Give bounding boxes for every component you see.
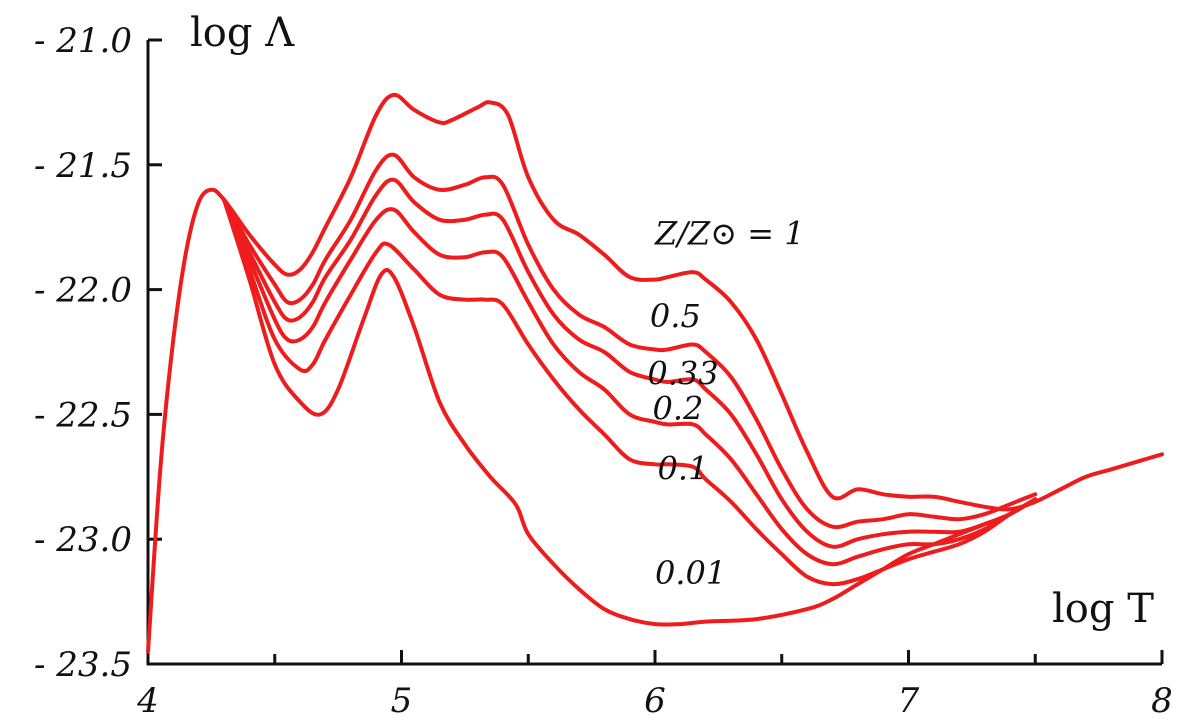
x-tick-label: 4 [136,681,159,721]
series-line-2 [222,177,1038,549]
x-tick-label: 8 [1151,681,1173,721]
x-tick-label: 6 [644,681,666,721]
x-tick-label: 7 [898,681,920,721]
y-tick-label: - 22.5 [34,395,132,435]
y-tick-label: - 23.5 [34,645,132,685]
series-layer [146,92,1164,654]
curve-label-0: Z/Z⊙ = 1 [654,215,805,253]
axes: 4 5 6 7 8 - 21.0 - 21.5 - 22.0 - 22.5 - 23.0 - 23.… [34,21,1173,721]
curve-labels: Z/Z⊙ = 1 0.5 0.330.2 0.1 0.01 [647,215,804,592]
curve-label-2: 0.33 [647,354,718,392]
series-line-1 [222,152,1038,530]
curve-label-4: 0.1 [658,449,709,487]
series-line-5 [222,197,1038,627]
y-tick-label: - 23.0 [34,520,132,560]
curve-label-1: 0.5 [650,297,701,335]
y-axis-title: log Λ [190,10,295,56]
series-line-0 [146,92,1164,654]
x-axis-title: log T [1052,586,1154,632]
y-tick-label: - 21.5 [34,146,132,186]
series-line-3 [222,197,1038,567]
x-tick-label: 5 [391,681,413,721]
y-tick-label: - 22.0 [34,271,132,311]
curve-label-5: 0.01 [655,554,726,592]
curve-label-3: 0.2 [652,389,703,427]
series-line-4 [222,197,1038,587]
y-tick-label: - 21.0 [34,21,132,61]
